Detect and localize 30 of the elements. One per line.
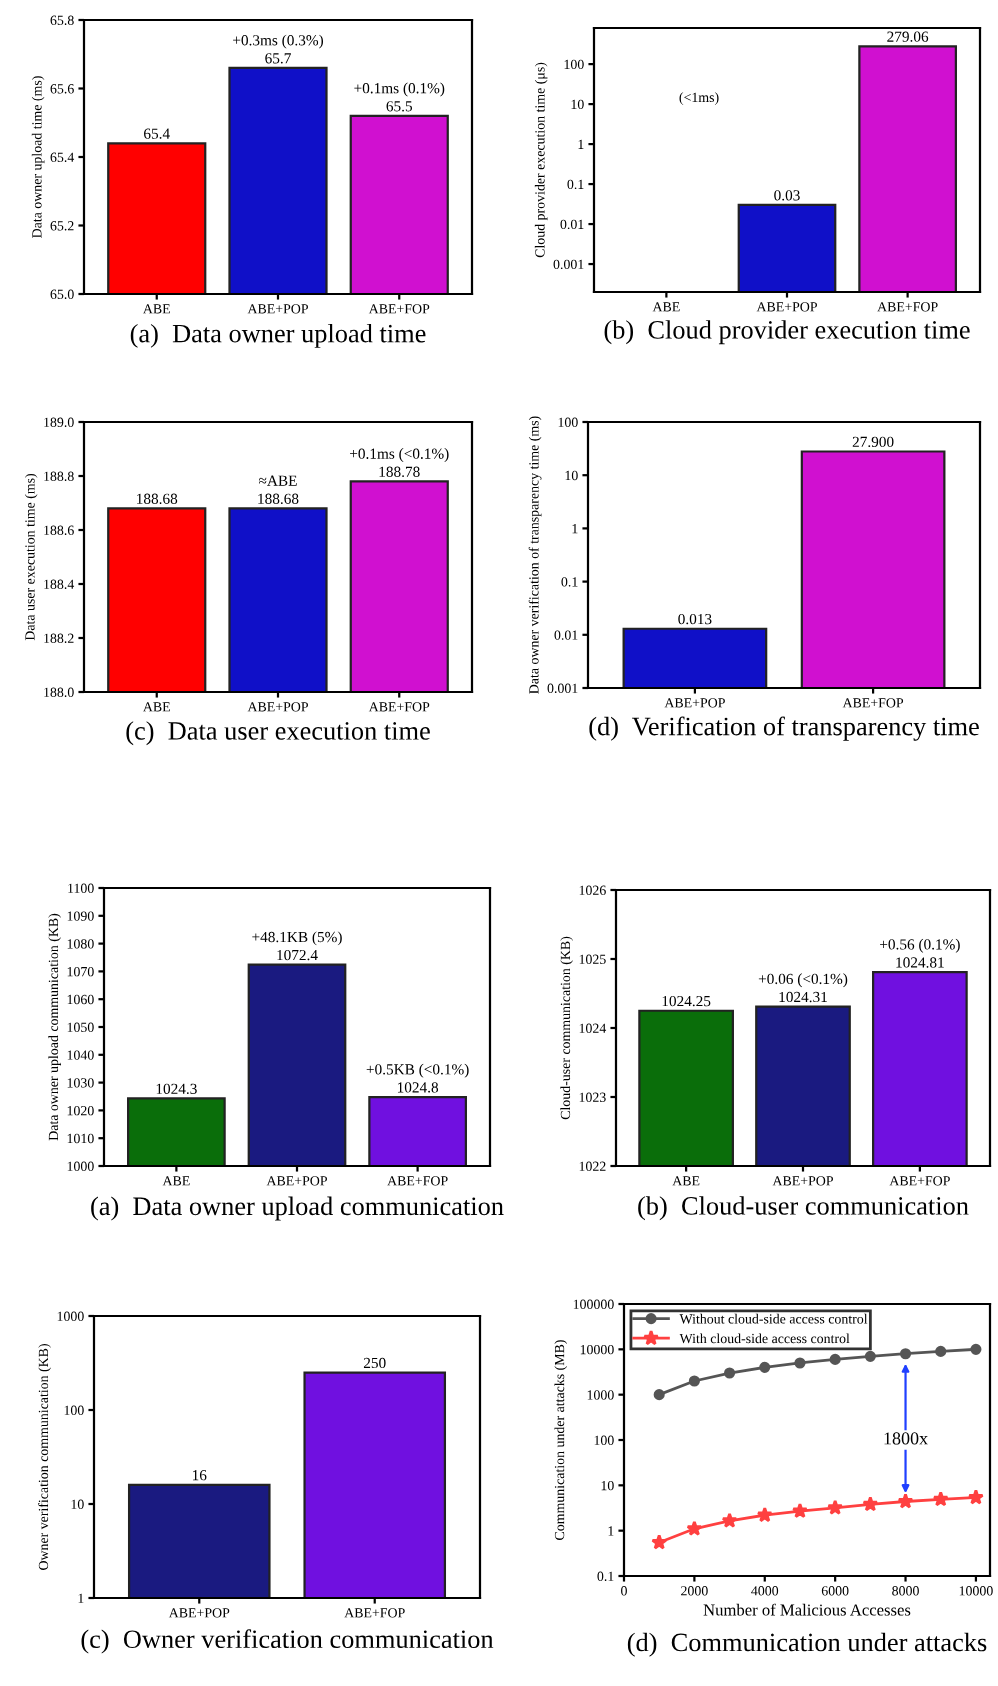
point	[897, 1493, 914, 1509]
point	[686, 1520, 703, 1536]
point	[970, 1343, 982, 1355]
text: (c) Owner verification communication	[81, 1629, 494, 1654]
text: (a) Data owner upload time	[130, 323, 426, 348]
text: (c) Data user execution time	[126, 721, 430, 746]
point	[721, 1512, 738, 1528]
text: (d) Communication under attacks	[627, 1632, 987, 1657]
x-axis-title: Number of Malicious Accesses	[703, 1603, 911, 1616]
text: (a) Data owner upload communication	[91, 1196, 504, 1221]
point	[794, 1357, 806, 1369]
point	[724, 1367, 736, 1379]
point	[829, 1353, 841, 1365]
point	[651, 1534, 668, 1550]
point	[759, 1361, 771, 1373]
point	[827, 1499, 844, 1515]
point	[935, 1345, 947, 1357]
point	[899, 1348, 912, 1360]
text: (d) Verification of transparency time	[589, 716, 979, 741]
annotation: 1800x	[884, 1432, 928, 1445]
text: (b) Cloud-user communication	[638, 1196, 969, 1221]
point	[967, 1489, 984, 1505]
point	[688, 1375, 700, 1387]
point	[864, 1350, 876, 1362]
point	[791, 1502, 808, 1519]
point	[653, 1389, 665, 1401]
point	[932, 1491, 949, 1507]
text: (b) Cloud provider execution time	[604, 320, 970, 345]
point	[862, 1496, 879, 1512]
point	[756, 1506, 773, 1523]
